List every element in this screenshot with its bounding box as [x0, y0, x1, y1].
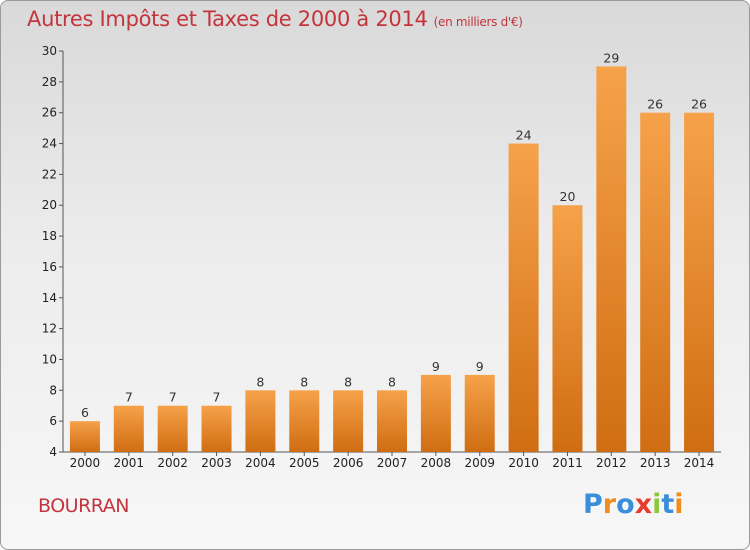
- bar-2012: [596, 66, 627, 452]
- bar-2002: [157, 405, 188, 452]
- y-tick-label: 28: [42, 75, 57, 89]
- data-label-2004: 8: [256, 374, 264, 389]
- data-label-2005: 8: [300, 374, 308, 389]
- bar-2006: [333, 390, 364, 452]
- data-label-2000: 6: [81, 405, 89, 420]
- logo-letter: x: [634, 489, 653, 520]
- bar-2014: [684, 112, 715, 452]
- x-tick-label-2014: 2014: [684, 456, 715, 470]
- bar-2011: [552, 205, 583, 452]
- bar-2001: [113, 405, 144, 452]
- y-tick-label: 22: [42, 167, 57, 181]
- bar-2007: [377, 390, 407, 452]
- bar-2009: [464, 374, 495, 452]
- data-label-2007: 8: [388, 374, 396, 389]
- y-tick-label: 12: [42, 322, 57, 336]
- logo-letter: i: [674, 489, 684, 520]
- y-tick-label: 10: [42, 352, 57, 366]
- x-tick-label-2013: 2013: [640, 456, 671, 470]
- x-tick-label-2010: 2010: [508, 456, 539, 470]
- bar-2010: [508, 143, 539, 453]
- x-tick-label-2005: 2005: [289, 456, 320, 470]
- data-label-2006: 8: [344, 374, 352, 389]
- proxiti-logo[interactable]: Proxiti: [583, 489, 684, 520]
- bar-2000: [69, 421, 100, 452]
- x-tick-label-2009: 2009: [464, 456, 495, 470]
- data-label-2011: 20: [560, 189, 576, 204]
- logo-letter: o: [616, 489, 635, 520]
- bar-2005: [289, 390, 320, 452]
- x-tick-label-2007: 2007: [377, 456, 408, 470]
- chart-subtitle: (en milliers d'€): [433, 15, 523, 29]
- logo-letter: P: [583, 489, 603, 520]
- logo-letter: r: [602, 489, 617, 520]
- bar-2008: [420, 374, 451, 452]
- data-label-2010: 24: [516, 128, 532, 143]
- bar-2004: [245, 390, 276, 452]
- x-tick-label-2003: 2003: [201, 456, 232, 470]
- data-label-2012: 29: [603, 50, 619, 65]
- x-tick-label-2012: 2012: [596, 456, 627, 470]
- y-tick-label: 16: [42, 260, 57, 274]
- bar-2013: [640, 112, 671, 452]
- y-tick-label: 24: [42, 137, 57, 151]
- y-tick-label: 30: [42, 44, 57, 58]
- x-tick-label-2011: 2011: [552, 456, 583, 470]
- commune-name: BOURRAN: [38, 495, 129, 517]
- x-tick-label-2000: 2000: [70, 456, 101, 470]
- x-tick-label-2002: 2002: [157, 456, 188, 470]
- chart-title: Autres Impôts et Taxes de 2000 à 2014 (en…: [27, 7, 523, 31]
- bar-2003: [201, 405, 232, 452]
- y-tick-label: 18: [42, 229, 57, 243]
- chart-title-text: Autres Impôts et Taxes de 2000 à 2014: [27, 7, 428, 31]
- data-label-2013: 26: [647, 97, 663, 112]
- logo-letter: t: [661, 489, 675, 520]
- y-tick-label: 20: [42, 198, 57, 212]
- y-tick-label: 6: [49, 414, 57, 428]
- data-label-2009: 9: [476, 359, 484, 374]
- data-label-2003: 7: [213, 390, 221, 405]
- data-label-2001: 7: [125, 390, 133, 405]
- logo-letter: i: [652, 489, 662, 520]
- x-tick-label-2001: 2001: [114, 456, 145, 470]
- x-tick-label-2004: 2004: [245, 456, 276, 470]
- y-tick-label: 4: [49, 445, 57, 459]
- data-label-2014: 26: [691, 97, 707, 112]
- y-tick-label: 14: [42, 291, 57, 305]
- x-tick-label-2008: 2008: [421, 456, 452, 470]
- data-label-2008: 9: [432, 359, 440, 374]
- data-label-2002: 7: [169, 390, 177, 405]
- y-tick-label: 8: [49, 383, 57, 397]
- y-tick-label: 26: [42, 106, 57, 120]
- x-tick-label-2006: 2006: [333, 456, 364, 470]
